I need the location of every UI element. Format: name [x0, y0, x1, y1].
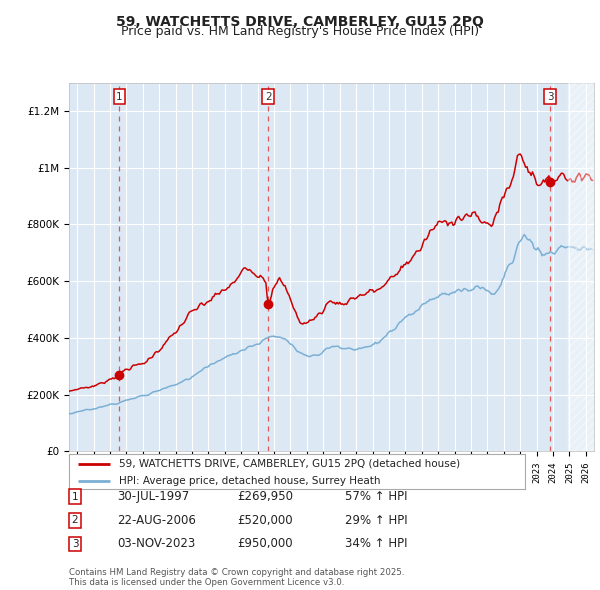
- Text: 2: 2: [265, 92, 271, 102]
- Text: Price paid vs. HM Land Registry's House Price Index (HPI): Price paid vs. HM Land Registry's House …: [121, 25, 479, 38]
- Text: HPI: Average price, detached house, Surrey Heath: HPI: Average price, detached house, Surr…: [119, 476, 380, 486]
- Text: 1: 1: [71, 492, 79, 502]
- Text: 3: 3: [547, 92, 554, 102]
- Text: 59, WATCHETTS DRIVE, CAMBERLEY, GU15 2PQ (detached house): 59, WATCHETTS DRIVE, CAMBERLEY, GU15 2PQ…: [119, 459, 460, 469]
- Text: 22-AUG-2006: 22-AUG-2006: [117, 514, 196, 527]
- Text: 3: 3: [71, 539, 79, 549]
- Text: £950,000: £950,000: [237, 537, 293, 550]
- Text: £269,950: £269,950: [237, 490, 293, 503]
- Text: 30-JUL-1997: 30-JUL-1997: [117, 490, 189, 503]
- Bar: [568, 83, 594, 451]
- Text: £520,000: £520,000: [237, 514, 293, 527]
- Text: 34% ↑ HPI: 34% ↑ HPI: [345, 537, 407, 550]
- Text: 57% ↑ HPI: 57% ↑ HPI: [345, 490, 407, 503]
- Text: 03-NOV-2023: 03-NOV-2023: [117, 537, 195, 550]
- Text: Contains HM Land Registry data © Crown copyright and database right 2025.
This d: Contains HM Land Registry data © Crown c…: [69, 568, 404, 587]
- Text: 29% ↑ HPI: 29% ↑ HPI: [345, 514, 407, 527]
- Text: 1: 1: [116, 92, 123, 102]
- Text: 59, WATCHETTS DRIVE, CAMBERLEY, GU15 2PQ: 59, WATCHETTS DRIVE, CAMBERLEY, GU15 2PQ: [116, 15, 484, 29]
- Text: 2: 2: [71, 516, 79, 525]
